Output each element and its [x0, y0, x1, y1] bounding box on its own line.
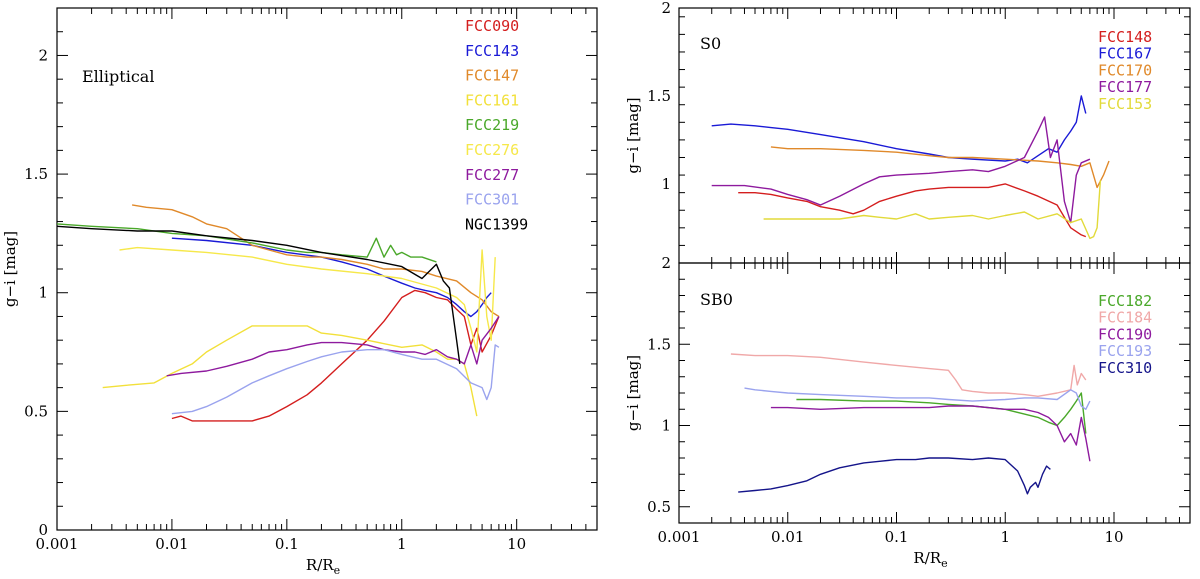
series-line-FCC276: [119, 246, 496, 353]
y-tick-label: 2: [661, 0, 671, 17]
series-line-FCC301: [171, 344, 500, 415]
legend-entry-FCC276: FCC276: [465, 141, 519, 159]
panel-label: SB0: [700, 290, 733, 309]
x-tick-label: 0.01: [771, 528, 804, 546]
series-line-FCC277: [166, 316, 500, 377]
y-axis-title: g−i [mag]: [624, 355, 642, 431]
y-tick-label: 2: [661, 254, 671, 272]
x-tick-label: 1: [397, 535, 407, 553]
legend-entry-FCC182: FCC182: [1098, 292, 1152, 310]
series-line-FCC170: [770, 146, 1110, 189]
y-tick-label: 0: [38, 521, 48, 539]
y-tick-label: 1: [661, 417, 671, 435]
series-line-NGC1399: [57, 225, 461, 364]
legend-entry-FCC301: FCC301: [465, 191, 519, 209]
legend-entry-FCC167: FCC167: [1098, 45, 1152, 63]
y-tick-label: 0.5: [24, 402, 48, 420]
y-tick-label: 1.5: [647, 335, 671, 353]
panel-label: S0: [700, 34, 721, 53]
series-line-FCC147: [131, 204, 500, 318]
panel-3: 0.5 1 1.5 2 0.001 0.01 0.1 1 10 R/Re g−i [mag] SB0 F…: [624, 254, 1191, 570]
x-tick-label: 1: [1000, 528, 1010, 546]
legend-entry-FCC170: FCC170: [1098, 61, 1152, 79]
legend-entry-FCC161: FCC161: [465, 91, 519, 109]
y-tick-label: 1.5: [647, 87, 671, 105]
panel-2: 1 1.5 2 g−i [mag] S0 FCC148FCC167FCC170FCC177…: [624, 0, 1191, 264]
legend-entry-FCC090: FCC090: [465, 17, 519, 35]
series-line-FCC310: [738, 457, 1051, 495]
series-line-FCC143: [171, 237, 492, 318]
x-tick-label: 0.1: [275, 535, 299, 553]
x-tick-label: 0.001: [36, 535, 79, 553]
legend-entry-FCC177: FCC177: [1098, 78, 1152, 96]
legend-entry-FCC219: FCC219: [465, 116, 519, 134]
series-line-FCC190: [770, 405, 1091, 462]
y-tick-label: 1: [661, 175, 671, 193]
y-tick-label: 1.5: [24, 165, 48, 183]
series-line-FCC193: [744, 387, 1091, 410]
series-group: [730, 353, 1091, 495]
legend-entry-FCC310: FCC310: [1098, 359, 1152, 377]
series-group: [57, 204, 500, 422]
x-axis-title-subscript: e: [941, 557, 948, 570]
x-tick-label: 0.1: [885, 528, 909, 546]
series-line-FCC184: [730, 353, 1087, 397]
legend-entry-FCC190: FCC190: [1098, 325, 1152, 343]
legend-entry-FCC184: FCC184: [1098, 309, 1152, 327]
panel-1: 0 0.5 1 1.5 2 0.001 0.01 0.1 1 10 R/Re g−i [mag] Ell…: [1, 7, 598, 577]
legend-entry-FCC148: FCC148: [1098, 28, 1152, 46]
series-line-FCC161: [102, 325, 478, 417]
x-axis-title: R/Re: [306, 556, 340, 577]
x-tick-label: 10: [1104, 528, 1123, 546]
y-tick-label: 2: [38, 46, 48, 64]
series-line-FCC177: [711, 116, 1091, 224]
x-axis-title-subscript: e: [334, 564, 341, 577]
y-axis-title: g−i [mag]: [1, 231, 19, 307]
x-tick-label: 0.001: [658, 528, 701, 546]
series-line-FCC148: [738, 183, 1087, 238]
series-line-FCC167: [711, 95, 1087, 164]
panel-label: Elliptical: [82, 67, 154, 86]
legend-entry-FCC143: FCC143: [465, 42, 519, 60]
legend-entry-FCC147: FCC147: [465, 67, 519, 85]
legend-entry-FCC277: FCC277: [465, 166, 519, 184]
legend-entry-NGC1399: NGC1399: [465, 215, 528, 233]
series-group: [711, 95, 1110, 240]
legend-entry-FCC193: FCC193: [1098, 342, 1152, 360]
y-tick-label: 1: [38, 284, 48, 302]
series-line-FCC153: [763, 180, 1102, 240]
x-tick-label: 10: [507, 535, 526, 553]
y-axis-title: g−i [mag]: [624, 97, 642, 173]
y-tick-label: 0.5: [647, 498, 671, 516]
series-line-FCC219: [57, 223, 437, 263]
legend-entry-FCC153: FCC153: [1098, 95, 1152, 113]
x-tick-label: 0.01: [155, 535, 188, 553]
series-line-FCC090: [171, 289, 500, 422]
x-axis-title: R/Re: [913, 549, 947, 570]
series-line-FCC182: [796, 392, 1087, 434]
